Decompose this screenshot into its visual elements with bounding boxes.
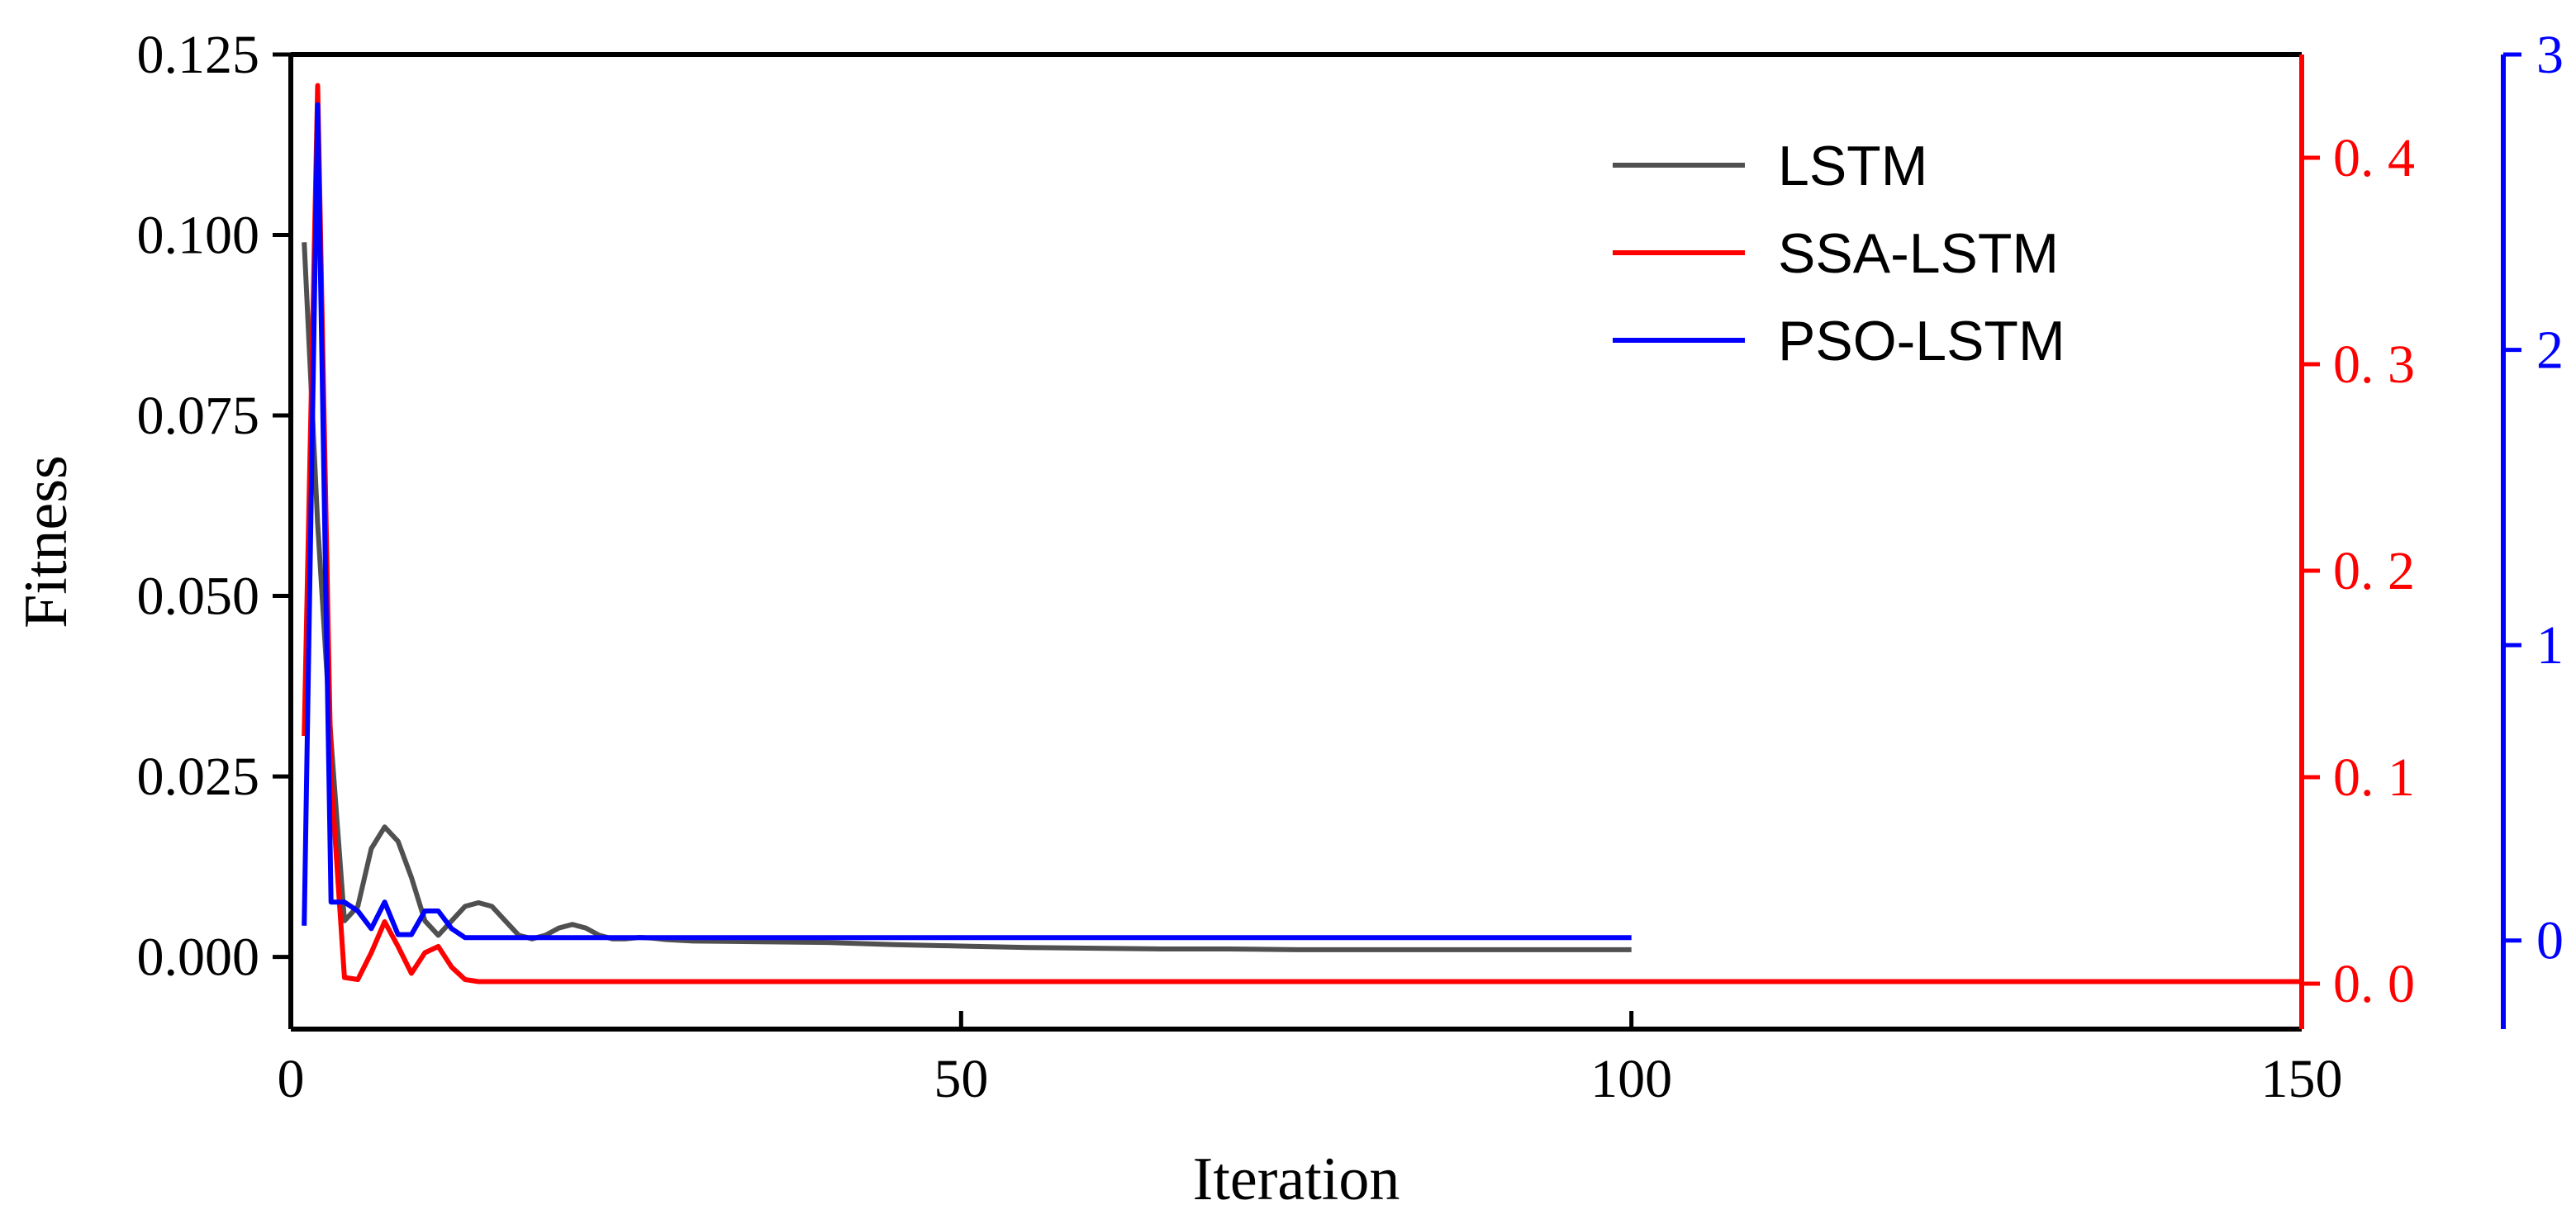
right2-y-tick-label: 0 [2536,911,2564,971]
left-y-tick-label: 0.075 [137,386,260,446]
x-tick-label: 150 [2261,1049,2343,1109]
x-tick-label: 50 [934,1049,988,1109]
left-y-tick-label: 0.050 [137,567,260,627]
right2-y-tick-label: 3 [2536,25,2564,85]
left-y-tick-label: 0.100 [137,206,260,266]
left-y-tick-label: 0.000 [137,927,260,988]
legend-label: SSA-LSTM [1778,222,2059,285]
series-line-pso-lstm [302,102,1632,941]
axes-layer: 0 50 100 150 0.000 0.025 0.050 0.075 0.100 0.125 0… [137,25,2564,1109]
left-y-tick-label: 0.125 [137,25,260,85]
legend: LSTM SSA-LSTM PSO-LSTM [1613,135,2065,372]
right-y-tick-label: 0. 2 [2333,541,2415,601]
series-layer [302,83,2302,984]
series-line-ssa-lstm [302,83,2302,984]
right-y-tick-label: 0. 0 [2333,954,2415,1014]
legend-label: PSO-LSTM [1778,310,2065,372]
left-y-tick-label: 0.025 [137,747,260,807]
legend-label: LSTM [1778,135,1927,197]
x-axis-label: Iteration [1193,1146,1400,1213]
y-axis-label: Fitness [12,455,80,629]
x-tick-label: 0 [278,1049,305,1109]
right2-y-tick-label: 2 [2536,320,2564,381]
x-tick-label: 100 [1590,1049,1672,1109]
right-y-tick-label: 0. 4 [2333,128,2415,188]
right2-y-tick-label: 1 [2536,615,2564,676]
right-y-tick-label: 0. 3 [2333,334,2415,395]
series-line-lstm [302,242,1632,952]
right-y-tick-label: 0. 1 [2333,747,2415,808]
